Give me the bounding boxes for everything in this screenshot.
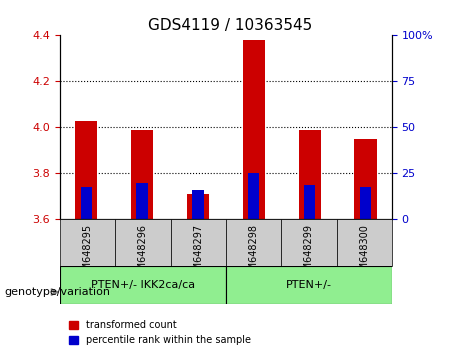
Text: GDS4119 / 10363545: GDS4119 / 10363545 [148, 18, 313, 33]
Text: GSM648296: GSM648296 [138, 224, 148, 283]
Text: genotype/variation: genotype/variation [5, 287, 111, 297]
Bar [299, 130, 321, 219]
Bar [360, 187, 371, 219]
Bar [248, 173, 260, 219]
FancyBboxPatch shape [171, 219, 226, 266]
Bar [242, 40, 265, 219]
Text: GSM648297: GSM648297 [193, 224, 203, 283]
FancyBboxPatch shape [226, 266, 392, 304]
Bar [304, 185, 315, 219]
Text: GSM648295: GSM648295 [83, 224, 93, 283]
Text: GSM648299: GSM648299 [304, 224, 314, 283]
FancyBboxPatch shape [115, 219, 171, 266]
Bar [131, 130, 153, 219]
FancyBboxPatch shape [337, 219, 392, 266]
Text: PTEN+/-: PTEN+/- [286, 280, 332, 290]
Bar [81, 187, 92, 219]
FancyBboxPatch shape [60, 219, 115, 266]
Text: GSM648300: GSM648300 [359, 224, 369, 283]
FancyBboxPatch shape [226, 219, 281, 266]
FancyBboxPatch shape [281, 219, 337, 266]
Bar [192, 189, 204, 219]
Text: PTEN+/- IKK2ca/ca: PTEN+/- IKK2ca/ca [91, 280, 195, 290]
Bar [355, 139, 377, 219]
Legend: transformed count, percentile rank within the sample: transformed count, percentile rank withi… [65, 316, 255, 349]
FancyBboxPatch shape [60, 266, 226, 304]
Bar [75, 120, 97, 219]
Bar [136, 183, 148, 219]
Bar [187, 194, 209, 219]
Text: GSM648298: GSM648298 [248, 224, 259, 283]
